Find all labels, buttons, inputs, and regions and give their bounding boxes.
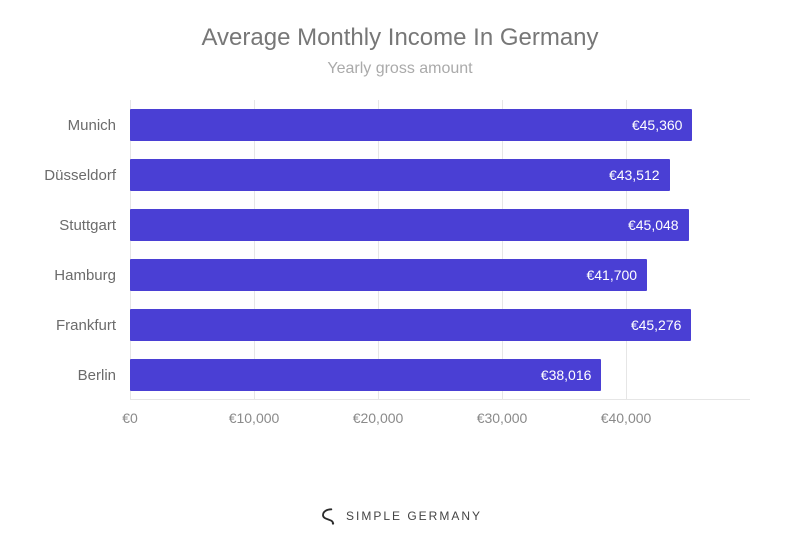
bar-row: Stuttgart€45,048 bbox=[130, 200, 689, 250]
category-label: Munich bbox=[6, 117, 116, 134]
bar-row: Frankfurt€45,276 bbox=[130, 300, 691, 350]
x-tick-label: €30,000 bbox=[477, 410, 528, 426]
x-tick-label: €20,000 bbox=[353, 410, 404, 426]
bar-row: Munich€45,360 bbox=[130, 100, 692, 150]
category-label: Berlin bbox=[6, 367, 116, 384]
chart-subtitle: Yearly gross amount bbox=[0, 52, 800, 78]
bar-value-label: €45,276 bbox=[631, 317, 692, 333]
category-label: Düsseldorf bbox=[6, 167, 116, 184]
brand-text: SIMPLE GERMANY bbox=[346, 509, 482, 523]
x-tick-label: €40,000 bbox=[601, 410, 652, 426]
bar-value-label: €38,016 bbox=[541, 367, 602, 383]
x-tick-label: €0 bbox=[122, 410, 138, 426]
brand-logo-icon bbox=[318, 506, 338, 526]
bar-row: Hamburg€41,700 bbox=[130, 250, 647, 300]
bar-value-label: €41,700 bbox=[586, 267, 647, 283]
footer-brand: SIMPLE GERMANY bbox=[0, 506, 800, 526]
bar: €43,512 bbox=[130, 159, 670, 191]
chart-title: Average Monthly Income In Germany bbox=[0, 0, 800, 52]
bar: €45,048 bbox=[130, 209, 689, 241]
bar: €38,016 bbox=[130, 359, 601, 391]
bar: €41,700 bbox=[130, 259, 647, 291]
chart-area: Munich€45,360Düsseldorf€43,512Stuttgart€… bbox=[130, 100, 750, 440]
category-label: Hamburg bbox=[6, 267, 116, 284]
bar-value-label: €45,360 bbox=[632, 117, 693, 133]
bar-row: Berlin€38,016 bbox=[130, 350, 601, 400]
category-label: Frankfurt bbox=[6, 317, 116, 334]
x-tick-label: €10,000 bbox=[229, 410, 280, 426]
plot-region: Munich€45,360Düsseldorf€43,512Stuttgart€… bbox=[130, 100, 750, 400]
bar-value-label: €43,512 bbox=[609, 167, 670, 183]
bar: €45,360 bbox=[130, 109, 692, 141]
bar-row: Düsseldorf€43,512 bbox=[130, 150, 670, 200]
bar: €45,276 bbox=[130, 309, 691, 341]
bar-value-label: €45,048 bbox=[628, 217, 689, 233]
category-label: Stuttgart bbox=[6, 217, 116, 234]
